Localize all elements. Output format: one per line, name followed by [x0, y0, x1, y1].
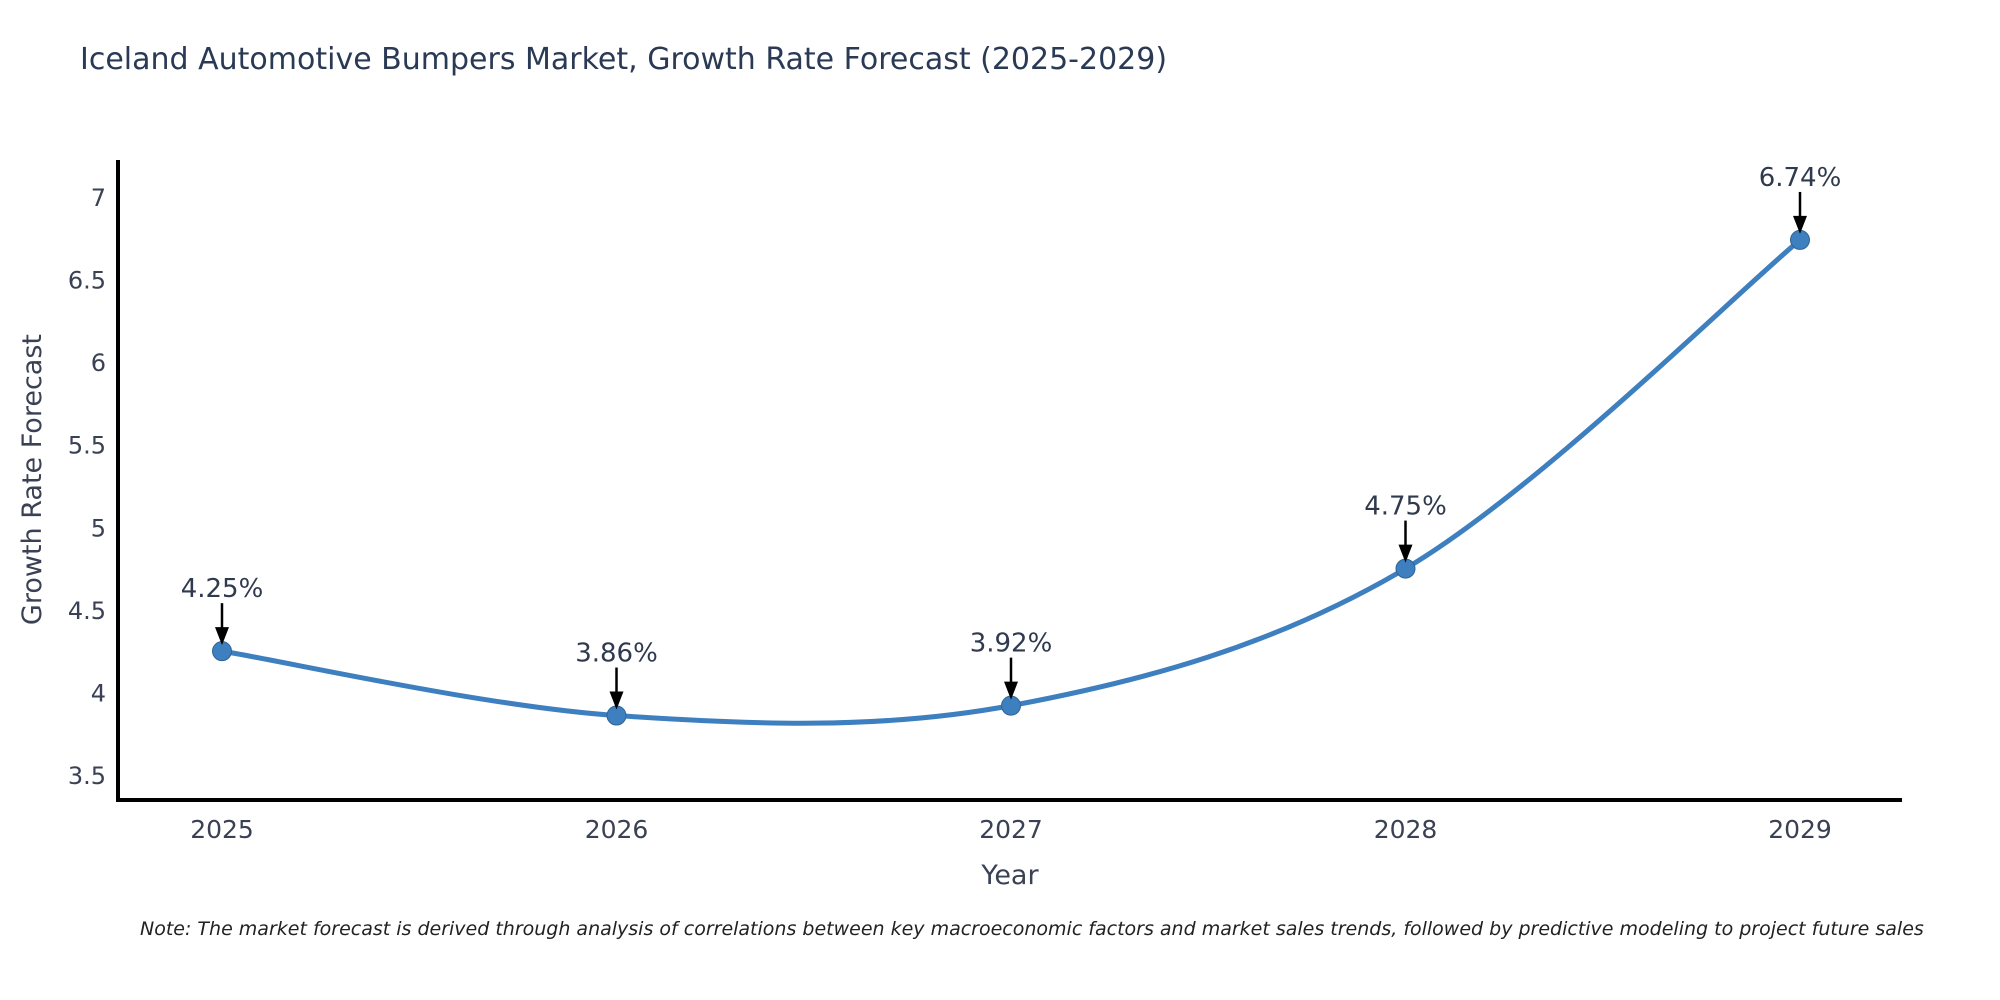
- data-point-label: 4.25%: [181, 574, 264, 604]
- y-tick-label: 3.5: [68, 762, 106, 790]
- y-tick-label: 6.5: [68, 267, 106, 295]
- annotation-arrowhead: [1793, 215, 1807, 234]
- y-tick-label: 4.5: [68, 597, 106, 625]
- data-point-label: 4.75%: [1364, 492, 1447, 522]
- footnote: Note: The market forecast is derived thr…: [140, 918, 1924, 940]
- y-tick-label: 5: [91, 514, 106, 542]
- y-tick-label: 6: [91, 349, 106, 377]
- x-tick-label: 2028: [1374, 815, 1438, 844]
- annotation-arrowhead: [1398, 544, 1413, 563]
- chart-title: Iceland Automotive Bumpers Market, Growt…: [80, 42, 1168, 77]
- annotation-arrowhead: [215, 627, 229, 646]
- y-tick-label: 4: [91, 679, 106, 707]
- x-tick-label: 2025: [190, 815, 254, 844]
- x-axis-title: Year: [981, 860, 1039, 891]
- x-tick-label: 2026: [585, 815, 649, 844]
- annotation-arrowhead: [1004, 681, 1018, 700]
- x-tick-label: 2029: [1768, 815, 1832, 844]
- y-tick-label: 7: [91, 184, 106, 212]
- data-point-label: 3.92%: [970, 629, 1053, 659]
- data-point-label: 3.86%: [575, 639, 658, 669]
- annotation-arrowhead: [609, 691, 624, 710]
- x-tick-label: 2027: [979, 815, 1043, 844]
- y-tick-label: 5.5: [68, 432, 106, 460]
- data-point-label: 6.74%: [1759, 163, 1842, 193]
